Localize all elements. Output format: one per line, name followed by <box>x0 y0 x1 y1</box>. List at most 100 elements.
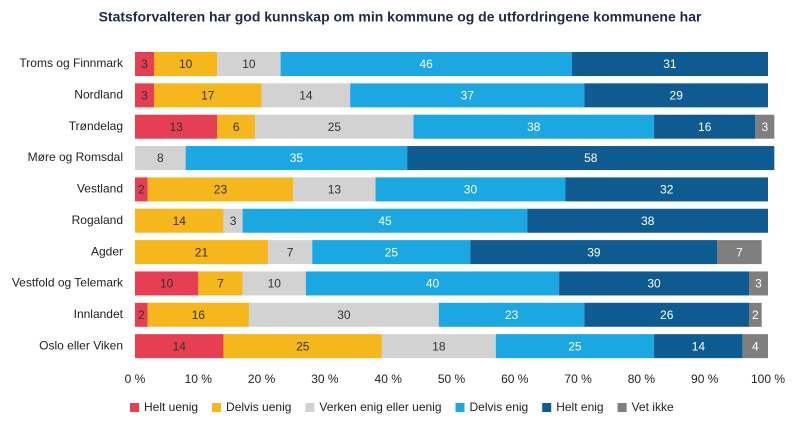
bar-segment <box>407 146 775 171</box>
bar-segment <box>217 52 281 76</box>
legend-label: Delvis enig <box>470 400 529 414</box>
data-label: 3 <box>141 89 148 103</box>
data-label: 30 <box>337 308 351 322</box>
bar-segment <box>153 83 262 108</box>
data-label: 3 <box>755 277 762 291</box>
data-label: 4 <box>752 339 759 353</box>
data-label: 6 <box>233 120 240 134</box>
bar-segment <box>305 271 560 296</box>
bar-segment <box>255 114 414 139</box>
bar-segment <box>654 114 756 139</box>
data-label: 14 <box>173 339 187 353</box>
bar-segment <box>571 52 768 76</box>
bar-segment <box>559 271 750 296</box>
bar-segment <box>438 302 585 327</box>
bar-segment <box>147 177 294 202</box>
y-tick-label: Møre og Romsdal <box>28 150 123 164</box>
bar-segment <box>312 240 471 265</box>
data-label: 2 <box>138 183 145 197</box>
bar-segment <box>717 240 762 265</box>
bar-segment <box>135 114 218 139</box>
legend-swatch <box>130 403 139 412</box>
data-label: 8 <box>157 151 164 165</box>
bar-segment <box>470 240 718 265</box>
y-tick-label: Trøndelag <box>69 119 123 133</box>
data-label: 18 <box>432 339 446 353</box>
data-label: 14 <box>173 214 187 228</box>
bar-segment <box>261 83 351 108</box>
data-label: 3 <box>141 57 148 71</box>
bar-segment <box>381 334 496 359</box>
legend-label: Verken enig eller uenig <box>319 400 441 414</box>
data-label: 30 <box>464 183 478 197</box>
legend-label: Helt enig <box>556 400 603 414</box>
y-tick-label: Innlandet <box>74 307 124 321</box>
legend-label: Helt uenig <box>144 400 198 414</box>
data-label: 21 <box>195 245 209 259</box>
data-label: 29 <box>670 89 684 103</box>
data-label: 25 <box>568 339 582 353</box>
y-tick-label: Agder <box>91 244 123 258</box>
data-label: 16 <box>192 308 206 322</box>
bar-segment <box>135 52 154 76</box>
data-label: 13 <box>169 120 183 134</box>
legend-swatch <box>305 403 315 412</box>
y-tick-label: Troms og Finnmark <box>19 56 124 70</box>
bar-segment <box>242 271 306 296</box>
y-tick-label: Vestfold og Telemark <box>12 276 124 290</box>
bar-segment <box>280 52 572 76</box>
data-label: 32 <box>660 183 674 197</box>
bar-segment <box>198 271 243 296</box>
data-label: 23 <box>214 183 228 197</box>
bar-segment <box>413 114 655 139</box>
data-label: 3 <box>761 120 768 134</box>
bar-segment <box>147 302 249 327</box>
data-label: 25 <box>328 120 342 134</box>
data-label: 25 <box>296 339 310 353</box>
bar-segment <box>135 302 148 327</box>
data-label: 45 <box>378 214 392 228</box>
bar-segment <box>135 240 268 265</box>
bar-segment <box>242 208 528 233</box>
data-label: 30 <box>647 277 661 291</box>
legend-swatch <box>455 403 465 412</box>
data-label: 3 <box>230 214 237 228</box>
bar-segment <box>584 302 750 327</box>
data-label: 10 <box>160 277 174 291</box>
bar-segment <box>217 114 256 139</box>
data-label: 23 <box>505 308 519 322</box>
data-label: 38 <box>527 120 541 134</box>
legend-label: Vet ikke <box>632 400 674 414</box>
x-tick-label: 20 % <box>248 372 276 386</box>
bar-segment <box>223 208 243 233</box>
data-label: 40 <box>426 277 440 291</box>
bar-segment <box>135 83 154 108</box>
x-tick-label: 100 % <box>751 372 785 386</box>
bar-segment <box>375 177 566 202</box>
bar-segment <box>654 334 743 359</box>
data-label: 17 <box>201 89 215 103</box>
data-label: 10 <box>268 277 282 291</box>
bar-segment <box>135 146 186 171</box>
data-label: 31 <box>663 57 677 71</box>
y-tick-label: Oslo eller Viken <box>39 338 123 352</box>
data-label: 2 <box>138 308 145 322</box>
bar-segment <box>135 177 148 202</box>
data-label: 7 <box>736 245 743 259</box>
x-tick-label: 70 % <box>564 372 592 386</box>
bar-segment <box>749 302 762 327</box>
data-label: 7 <box>287 245 294 259</box>
data-label: 10 <box>242 57 256 71</box>
chart-title: Statsforvalteren har god kunnskap om min… <box>99 9 702 25</box>
bar-segment <box>755 114 775 139</box>
y-tick-label: Rogaland <box>72 213 123 227</box>
legend-swatch <box>212 403 222 412</box>
bar-segment <box>584 83 768 108</box>
data-label: 39 <box>587 245 601 259</box>
bar-segment <box>248 302 439 327</box>
bar-segment <box>495 334 655 359</box>
data-label: 14 <box>299 89 313 103</box>
data-label: 16 <box>698 120 712 134</box>
bar-segment <box>185 146 408 171</box>
